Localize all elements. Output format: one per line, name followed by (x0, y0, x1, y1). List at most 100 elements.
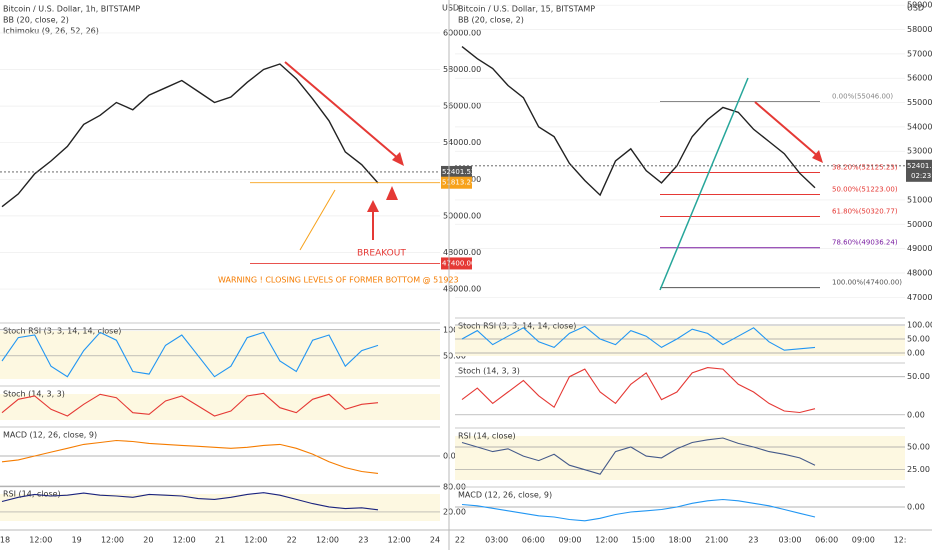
x-tick-label: 18:00 (668, 536, 691, 545)
indicator-line (1, 439, 379, 474)
y-tick-label: 100.00 (907, 321, 932, 330)
y-tick-label: 50.00 (907, 335, 930, 344)
x-tick-label: 23 (358, 536, 368, 545)
pane-band (455, 326, 905, 356)
x-tick-label: 15:00 (632, 536, 655, 545)
y-tick-label: 0.00 (443, 452, 461, 461)
y-tick-label: 47000.00 (907, 293, 932, 302)
x-tick-label: 09:00 (558, 536, 581, 545)
y-tick-label: 58000.00 (443, 65, 481, 74)
x-tick-label: 19 (72, 536, 82, 545)
x-tick-label: 24 (430, 536, 440, 545)
y-tick-label: 54000.00 (443, 138, 481, 147)
pointer-line (299, 189, 336, 251)
x-tick-label: 12:00 (244, 536, 267, 545)
trend-arrow (284, 61, 401, 161)
chart-title: Bitcoin / U.S. Dollar, 15, BITSTAMP (458, 5, 595, 14)
y-tick-label: 54000.00 (907, 122, 932, 131)
y-tick-label: 60000.00 (443, 28, 481, 37)
y-tick-label: 56000.00 (443, 102, 481, 111)
y-tick-label: 25.00 (907, 465, 930, 474)
y-tick-label: 20.00 (443, 507, 466, 516)
price-tag-label: 52401.52 (907, 162, 932, 170)
x-tick-label: 03:00 (485, 536, 508, 545)
y-tick-label: 57000.00 (907, 49, 932, 58)
arrow-head (367, 200, 379, 212)
x-tick-label: 06:00 (522, 536, 545, 545)
y-tick-label: 50.00 (907, 372, 930, 381)
x-tick-label: 09:00 (852, 536, 875, 545)
pane-band (0, 494, 440, 521)
y-tick-label: 50.00 (443, 351, 466, 360)
y-tick-label: 46000.00 (443, 285, 481, 294)
chart-title: Bitcoin / U.S. Dollar, 1h, BITSTAMP (3, 5, 140, 14)
fib-label: 50.00%(51223.00) (832, 186, 898, 194)
indicator-line (1, 331, 379, 378)
y-tick-label: 59000.00 (907, 1, 932, 10)
y-tick-label: 50000.00 (907, 220, 932, 229)
unit-label: USD (442, 4, 459, 13)
x-tick-label: 12:00 (595, 536, 618, 545)
x-tick-label: 12: (894, 536, 907, 545)
pane-title: RSI (14, close) (3, 490, 61, 499)
y-tick-label: 53000.00 (907, 147, 932, 156)
fib-label: 100.00%(47400.00) (832, 279, 902, 287)
y-tick-label: 50.00 (907, 443, 930, 452)
x-tick-label: 20 (143, 536, 153, 545)
x-tick-label: 12:00 (29, 536, 52, 545)
y-tick-label: 58000.00 (907, 25, 932, 34)
pane-title: MACD (12, 26, close, 9) (3, 431, 97, 440)
pane-title: Stoch RSI (3, 3, 14, 14, close) (3, 327, 121, 336)
indicator-line (461, 498, 816, 522)
x-tick-label: 12:00 (388, 536, 411, 545)
price-line (461, 46, 816, 197)
fib-label: 61.80%(50320.77) (832, 207, 898, 215)
indicator-label: Ichimoku (9, 26, 52, 26) (3, 27, 99, 36)
trend-line (659, 77, 749, 291)
price-line (1, 63, 379, 208)
price-tag-label: 47400.00 (442, 259, 475, 267)
pane-title: MACD (12, 26, close, 9) (458, 491, 552, 500)
y-tick-label: 51000.00 (907, 195, 932, 204)
y-tick-label: 49000.00 (907, 244, 932, 253)
y-tick-label: 50000.00 (443, 211, 481, 220)
x-tick-label: 22 (287, 536, 297, 545)
price-tag (906, 159, 932, 182)
pane-band (0, 331, 440, 379)
x-tick-label: 21:00 (705, 536, 728, 545)
y-tick-label: 48000.00 (907, 268, 932, 277)
x-tick-label: 18 (0, 536, 10, 545)
x-tick-label: 22 (455, 536, 465, 545)
fib-label: 0.00%(55046.00) (832, 92, 893, 100)
pane-title: Stoch (14, 3, 3) (3, 390, 65, 399)
annotation: BREAKOUT (357, 249, 406, 259)
x-tick-label: 23 (748, 536, 758, 545)
indicator-line (461, 325, 816, 351)
x-tick-label: 03:00 (778, 536, 801, 545)
pane-band (0, 394, 440, 420)
x-tick-label: 12:00 (316, 536, 339, 545)
arrow-head (812, 150, 823, 163)
warning-icon (386, 186, 398, 200)
pane-title: Stoch RSI (3, 3, 14, 14, close) (458, 322, 576, 331)
y-tick-label: 0.00 (907, 503, 925, 512)
y-tick-label: 80.00 (443, 482, 466, 491)
countdown: 02:23 (911, 172, 931, 180)
indicator-label: BB (20, close, 2) (3, 16, 69, 25)
x-tick-label: 21 (215, 536, 225, 545)
fib-label: 78.60%(49036.24) (832, 239, 898, 247)
pane-band (455, 436, 905, 480)
y-tick-label: 48000.00 (443, 248, 481, 257)
x-tick-label: 12:00 (173, 536, 196, 545)
trend-arrow (754, 101, 821, 159)
arrow-head (392, 152, 404, 166)
pane-title: Stoch (14, 3, 3) (458, 367, 520, 376)
pane-title: RSI (14, close) (458, 432, 516, 441)
y-tick-label: 55000.00 (907, 98, 932, 107)
unit-label: USD (907, 4, 924, 13)
x-tick-label: 06:00 (815, 536, 838, 545)
y-tick-label: 56000.00 (907, 74, 932, 83)
indicator-line (461, 437, 816, 475)
indicator-line (1, 392, 379, 417)
